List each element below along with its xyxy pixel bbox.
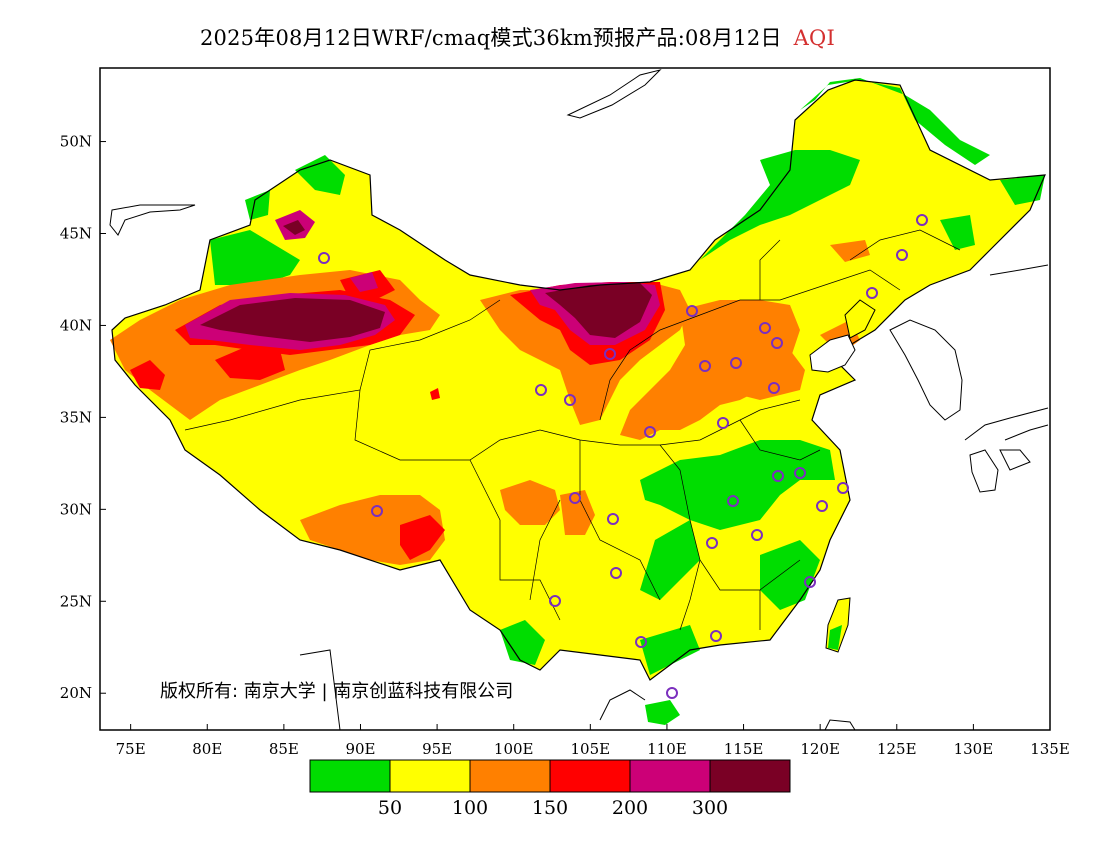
legend-label: 200 — [612, 797, 648, 819]
station-marker — [768, 382, 780, 394]
station-marker — [727, 495, 739, 507]
station-marker — [644, 426, 656, 438]
station-markers — [318, 214, 928, 699]
x-tick-label: 125E — [877, 740, 917, 758]
station-marker — [730, 357, 742, 369]
station-marker — [610, 567, 622, 579]
station-marker — [607, 513, 619, 525]
station-marker — [635, 636, 647, 648]
island-taiwan-green — [828, 625, 842, 650]
bohai-sea — [809, 334, 856, 373]
x-tick-label: 115E — [724, 740, 764, 758]
y-axis: 50N 45N 40N 35N 30N 25N 20N — [60, 133, 106, 702]
y-tick-label: 50N — [60, 133, 92, 151]
title-text: 2025年08月12日WRF/cmaq模式36km预报产品:08月12日 — [200, 26, 782, 50]
station-marker — [837, 482, 849, 494]
x-tick-label: 100E — [494, 740, 534, 758]
station-marker — [535, 384, 547, 396]
station-marker — [772, 470, 784, 482]
station-marker — [604, 348, 616, 360]
station-marker — [699, 360, 711, 372]
station-marker — [794, 467, 806, 479]
page-title: 2025年08月12日WRF/cmaq模式36km预报产品:08月12日 AQI — [200, 22, 835, 52]
x-tick-label: 90E — [345, 740, 375, 758]
station-marker — [371, 505, 383, 517]
legend-swatch — [709, 759, 791, 793]
station-marker — [896, 249, 908, 261]
station-marker — [686, 305, 698, 317]
zone-good-aqi — [210, 78, 1045, 725]
x-tick-label: 135E — [1030, 740, 1070, 758]
liaodong-peninsula — [844, 299, 876, 339]
copyright-text: 版权所有: 南京大学 | 南京创蓝科技有限公司 — [160, 681, 513, 702]
station-marker — [549, 595, 561, 607]
variable-label: AQI — [793, 26, 835, 50]
legend-label: 100 — [452, 797, 488, 819]
map-frame — [99, 67, 1051, 731]
y-tick-label: 40N — [60, 316, 92, 334]
station-marker — [569, 492, 581, 504]
station-marker — [710, 630, 722, 642]
y-tick-label: 25N — [60, 592, 92, 610]
station-marker — [666, 687, 678, 699]
station-marker — [564, 394, 576, 406]
station-marker — [771, 337, 783, 349]
station-marker — [916, 214, 928, 226]
x-tick-label: 130E — [954, 740, 994, 758]
x-tick-label: 95E — [422, 740, 452, 758]
station-marker — [717, 417, 729, 429]
aqi-legend: 50 100 150 200 300 — [309, 759, 791, 819]
y-tick-label: 45N — [60, 225, 92, 243]
legend-swatch — [389, 759, 471, 793]
y-tick-label: 20N — [60, 684, 92, 702]
legend-swatch — [309, 759, 391, 793]
legend-label: 150 — [532, 797, 568, 819]
station-marker — [816, 500, 828, 512]
station-marker — [318, 252, 330, 264]
x-tick-label: 120E — [800, 740, 840, 758]
x-tick-label: 110E — [647, 740, 687, 758]
legend-swatch — [469, 759, 551, 793]
neighbor-outlines — [109, 69, 1049, 731]
station-marker — [866, 287, 878, 299]
x-tick-label: 85E — [269, 740, 299, 758]
station-marker — [706, 537, 718, 549]
legend-swatch — [629, 759, 711, 793]
country-border — [111, 79, 1046, 681]
legend-label: 300 — [692, 797, 728, 819]
zone-hazardous — [200, 220, 652, 342]
legend-label: 50 — [378, 797, 402, 819]
x-tick-label: 75E — [116, 740, 146, 758]
province-borders — [184, 229, 961, 631]
station-marker — [759, 322, 771, 334]
x-tick-label: 105E — [571, 740, 611, 758]
x-tick-label: 80E — [192, 740, 222, 758]
station-marker — [804, 576, 816, 588]
station-marker — [751, 529, 763, 541]
legend-swatch — [549, 759, 631, 793]
y-tick-label: 35N — [60, 408, 92, 426]
y-tick-label: 30N — [60, 500, 92, 518]
x-axis: 75E 80E 85E 90E 95E 100E 105E 110E 115E 120E 125E 1… — [116, 724, 1070, 758]
